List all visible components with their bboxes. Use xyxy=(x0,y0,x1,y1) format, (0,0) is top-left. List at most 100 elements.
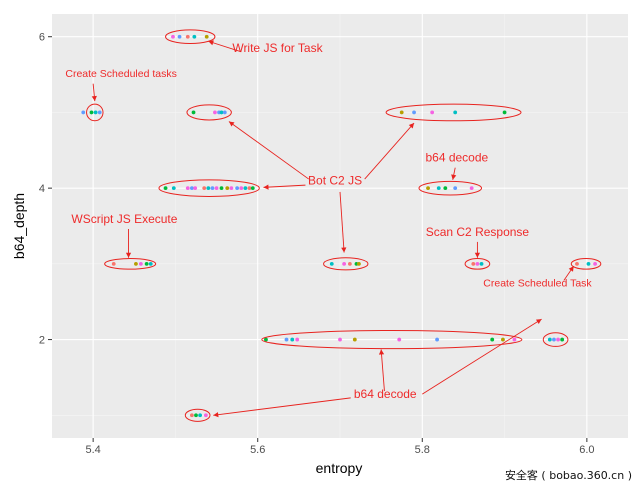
data-point xyxy=(189,413,194,418)
annotation-label: b64 decode xyxy=(425,151,488,165)
data-point xyxy=(194,413,198,418)
data-point xyxy=(453,186,458,191)
annotation-label: Write JS for Task xyxy=(232,41,323,55)
cluster-ellipse xyxy=(158,179,260,197)
data-point xyxy=(203,413,208,418)
data-point xyxy=(185,186,190,191)
data-point xyxy=(436,186,441,191)
annotation-arrowhead xyxy=(208,40,214,46)
data-point xyxy=(426,186,430,191)
y-axis-ticks: 2 4 6 xyxy=(39,32,52,347)
annotation-arrowhead xyxy=(341,247,347,253)
data-point xyxy=(204,34,209,39)
data-point xyxy=(144,261,149,266)
y-tick-label: 4 xyxy=(39,183,45,195)
cluster-ellipse xyxy=(261,329,523,350)
data-point xyxy=(192,34,197,39)
data-point xyxy=(247,186,252,191)
data-point xyxy=(134,261,138,266)
annotation-arrowhead xyxy=(213,412,219,418)
annotation-arrowhead xyxy=(125,252,132,258)
annotation-arrow-line xyxy=(422,318,542,395)
annotation-label: Scan C2 Response xyxy=(426,225,530,239)
data-point xyxy=(479,261,484,266)
data-point xyxy=(430,110,435,115)
annotation-label: Bot C2 JS xyxy=(308,173,362,187)
data-point xyxy=(229,186,234,191)
data-point xyxy=(556,337,560,342)
data-point xyxy=(475,261,480,266)
x-tick-label: 6.0 xyxy=(579,444,594,456)
annotation-arrow-line xyxy=(339,191,345,253)
data-point xyxy=(191,110,196,115)
data-point xyxy=(243,186,248,191)
data-point xyxy=(412,110,416,115)
data-point xyxy=(198,413,203,418)
annotation-arrow-line xyxy=(380,349,385,392)
data-point xyxy=(97,110,102,115)
cluster-ellipse xyxy=(104,258,157,270)
data-point xyxy=(235,186,240,191)
data-point xyxy=(295,337,300,342)
data-point xyxy=(502,110,507,115)
cluster-ellipse xyxy=(323,257,369,271)
data-point xyxy=(512,337,517,342)
data-point xyxy=(560,337,565,342)
data-point xyxy=(352,337,357,342)
data-point xyxy=(290,337,295,342)
x-tick-label: 5.8 xyxy=(415,444,430,456)
annotation-arrow-line xyxy=(228,121,309,180)
data-point xyxy=(443,186,448,191)
data-point xyxy=(163,186,168,191)
y-tick-label: 2 xyxy=(39,335,45,347)
data-point xyxy=(284,337,289,342)
data-points xyxy=(81,34,597,418)
data-point xyxy=(342,261,347,266)
data-point xyxy=(193,186,198,191)
data-point xyxy=(490,337,495,342)
data-point xyxy=(357,261,361,266)
data-point xyxy=(219,110,224,115)
data-point xyxy=(547,337,552,342)
cluster-ellipse xyxy=(186,104,232,121)
data-point xyxy=(239,186,244,191)
cluster-ellipse xyxy=(184,408,211,422)
cluster-ellipse xyxy=(418,180,483,196)
y-tick-label: 6 xyxy=(39,32,45,44)
data-point xyxy=(177,34,182,39)
x-tick-label: 5.4 xyxy=(85,444,100,456)
data-point xyxy=(210,186,215,191)
data-point xyxy=(171,186,176,191)
data-point xyxy=(586,261,591,266)
y-axis-title: b64_depth xyxy=(11,193,27,259)
annotation-arrowhead xyxy=(378,349,385,355)
cluster-ellipses xyxy=(86,29,602,422)
annotations: Write JS for Task Create Scheduled tasks B… xyxy=(65,40,592,418)
annotation-arrow-line xyxy=(263,184,306,188)
data-point xyxy=(222,110,227,115)
data-point xyxy=(111,261,116,266)
data-point xyxy=(171,34,175,39)
data-point xyxy=(264,337,268,342)
data-point xyxy=(329,261,334,266)
data-point xyxy=(148,261,153,266)
data-point xyxy=(214,186,219,191)
data-point xyxy=(213,110,217,115)
data-point xyxy=(225,186,230,191)
data-point xyxy=(89,110,94,115)
annotation-arrow-line xyxy=(208,40,242,53)
data-point xyxy=(469,186,474,191)
data-point xyxy=(250,186,255,191)
annotation-arrowhead xyxy=(408,123,415,129)
cluster-ellipse xyxy=(86,103,104,122)
annotation-label: Create Scheduled tasks xyxy=(65,68,176,80)
data-point xyxy=(435,337,439,342)
data-point xyxy=(399,110,404,115)
annotation-arrowhead xyxy=(451,174,457,180)
cluster-ellipse xyxy=(542,332,569,347)
cluster-ellipse xyxy=(385,103,522,122)
x-axis-title: entropy xyxy=(316,460,363,476)
data-point xyxy=(397,337,402,342)
annotation-label: Create Scheduled Task xyxy=(483,278,592,290)
annotation-arrowhead xyxy=(263,184,269,190)
